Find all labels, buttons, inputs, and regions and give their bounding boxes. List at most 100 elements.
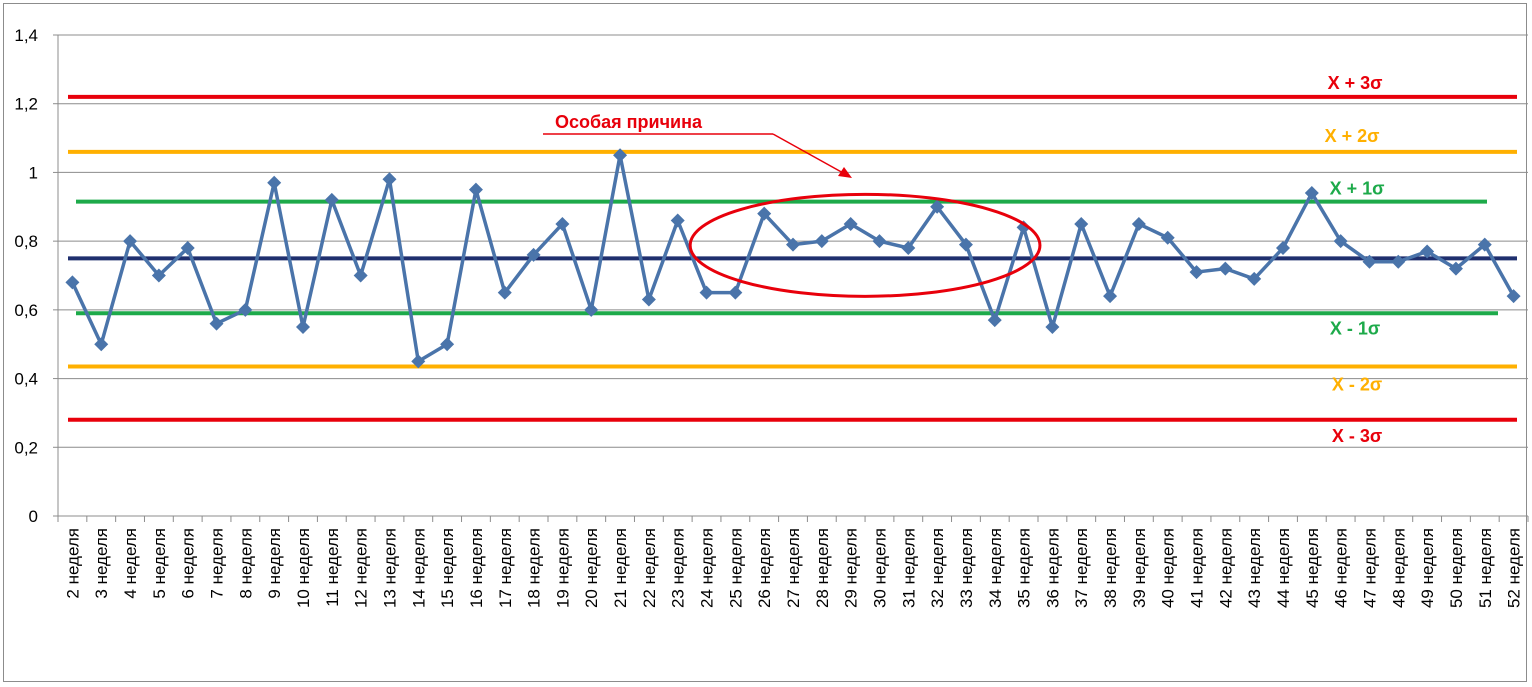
data-series <box>65 148 1521 369</box>
data-point <box>1131 216 1146 231</box>
x-tick-label: 17 неделя <box>496 528 515 608</box>
data-point <box>872 234 887 249</box>
x-tick-label: 22 неделя <box>640 528 659 608</box>
x-tick-label: 27 неделя <box>784 528 803 608</box>
data-point <box>814 234 829 249</box>
data-point <box>1362 254 1377 269</box>
highlight-ellipse <box>688 192 1042 298</box>
x-tick-label: 42 неделя <box>1216 528 1235 608</box>
data-point <box>757 206 772 221</box>
y-axis: 0 0,2 0,4 0,6 0,8 1 1,2 1,4 <box>14 26 59 526</box>
data-point <box>267 175 282 190</box>
x-tick-label: 4 неделя <box>121 528 140 599</box>
control-line-label: X - 2σ <box>1332 375 1382 395</box>
data-point <box>670 213 685 228</box>
data-point <box>353 268 368 283</box>
control-line-label: X - 3σ <box>1332 426 1382 446</box>
data-point <box>1391 254 1406 269</box>
x-tick-label: 13 неделя <box>380 528 399 608</box>
x-tick-label: 26 неделя <box>755 528 774 608</box>
x-tick-label: 11 неделя <box>323 528 342 607</box>
data-point <box>555 216 570 231</box>
data-point <box>1304 186 1319 201</box>
control-lines: X + 3σ X + 2σ X + 1σ X - 1σ X - 2σ X - 3σ <box>68 73 1517 446</box>
x-tick-label: 12 неделя <box>352 528 371 608</box>
annotation-label: Особая причина <box>555 112 703 132</box>
y-tick-label: 0,6 <box>14 301 38 320</box>
x-tick-label: 10 неделя <box>294 528 313 608</box>
x-tick-label: 9 неделя <box>265 528 284 599</box>
data-point <box>123 234 138 249</box>
x-tick-label: 41 неделя <box>1188 528 1207 608</box>
data-point <box>324 192 339 207</box>
x-tick-label: 35 неделя <box>1015 528 1034 608</box>
x-tick-label: 15 неделя <box>438 528 457 608</box>
data-point <box>1448 261 1463 276</box>
x-tick-label: 24 неделя <box>698 528 717 608</box>
chart-frame <box>3 3 1527 682</box>
data-point <box>930 199 945 214</box>
data-point <box>238 302 253 317</box>
x-tick-label: 48 неделя <box>1389 528 1408 608</box>
data-point <box>1247 271 1262 286</box>
data-point <box>1218 261 1233 276</box>
x-tick-label: 28 неделя <box>813 528 832 608</box>
data-point <box>1477 237 1492 252</box>
x-tick-label: 34 неделя <box>986 528 1005 608</box>
x-tick-label: 8 неделя <box>236 528 255 599</box>
x-tick-label: 18 неделя <box>525 528 544 608</box>
x-tick-label: 29 неделя <box>842 528 861 608</box>
data-point <box>497 285 512 300</box>
data-point <box>1276 241 1290 256</box>
control-line-label: X + 2σ <box>1325 126 1380 146</box>
x-tick-label: 3 неделя <box>92 528 111 599</box>
data-point <box>699 285 714 300</box>
data-point <box>151 268 166 283</box>
x-tick-label: 39 неделя <box>1130 528 1149 608</box>
x-tick-label: 31 неделя <box>899 528 918 608</box>
x-tick-label: 19 неделя <box>553 528 572 608</box>
x-tick-label: 45 неделя <box>1303 528 1322 608</box>
data-point <box>209 316 224 331</box>
annotation-arrow <box>772 133 846 175</box>
control-line-label: X - 1σ <box>1330 318 1380 338</box>
data-point <box>613 148 628 163</box>
data-point <box>584 302 599 317</box>
x-tick-label: 25 неделя <box>726 528 745 608</box>
annotation-arrowhead <box>838 167 852 178</box>
x-axis: 2 неделя 3 неделя 4 неделя 5 неделя 6 неделя… <box>57 515 1529 608</box>
data-point <box>728 285 743 300</box>
x-tick-label: 33 неделя <box>957 528 976 608</box>
data-point <box>1189 265 1204 280</box>
x-tick-label: 38 неделя <box>1101 528 1120 608</box>
gridlines <box>58 34 1528 448</box>
x-tick-label: 20 неделя <box>582 528 601 608</box>
data-point <box>987 313 1002 328</box>
data-point <box>440 337 455 352</box>
y-tick-label: 0 <box>29 507 38 526</box>
x-tick-label: 49 неделя <box>1418 528 1437 608</box>
x-tick-label: 46 неделя <box>1332 528 1351 608</box>
x-tick-label: 47 неделя <box>1360 528 1379 608</box>
data-point <box>1160 230 1175 245</box>
y-tick-label: 0,2 <box>14 438 38 457</box>
x-tick-label: 52 неделя <box>1505 528 1524 608</box>
x-tick-label: 7 неделя <box>208 528 227 599</box>
y-tick-label: 1,2 <box>14 95 38 114</box>
data-point <box>411 354 426 369</box>
y-tick-label: 0,8 <box>14 232 38 251</box>
x-tick-label: 14 неделя <box>409 528 428 608</box>
data-point <box>1045 320 1060 335</box>
y-tick-label: 1,4 <box>14 26 38 45</box>
data-point <box>382 172 397 187</box>
x-tick-label: 5 неделя <box>150 528 169 599</box>
x-tick-label: 37 неделя <box>1072 528 1091 608</box>
x-tick-label: 21 неделя <box>611 528 630 608</box>
data-point <box>786 237 800 252</box>
data-point <box>1074 216 1089 231</box>
data-point <box>1420 244 1435 259</box>
data-point <box>1016 220 1031 235</box>
x-tick-label: 50 неделя <box>1447 528 1466 608</box>
data-point <box>1506 289 1521 304</box>
